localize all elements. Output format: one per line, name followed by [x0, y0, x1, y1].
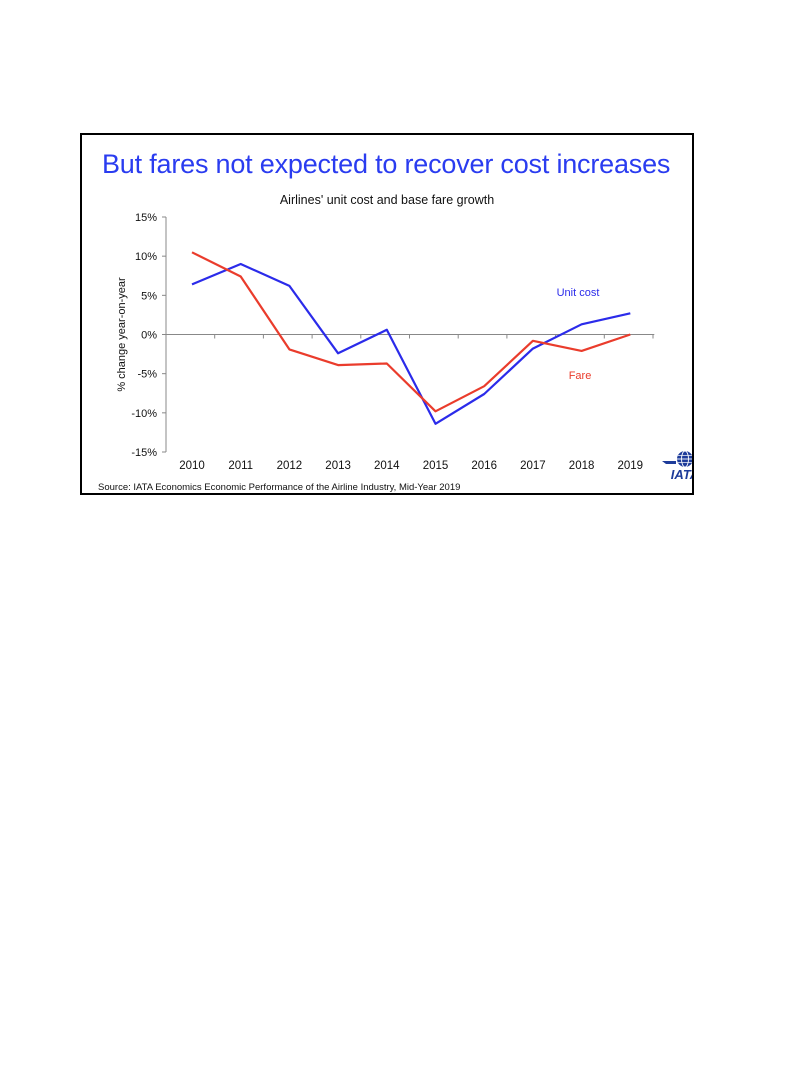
- x-tick-label: 2018: [569, 460, 595, 472]
- series-label-unit-cost: Unit cost: [557, 287, 600, 299]
- logo-left-wing-icon: [662, 461, 676, 464]
- source-note: Source: IATA Economics Economic Performa…: [98, 482, 461, 493]
- y-axis-title: % change year-on-year: [116, 277, 128, 392]
- slide-title: But fares not expected to recover cost i…: [102, 149, 671, 179]
- y-tick-label: -5%: [137, 369, 157, 381]
- x-tick-label: 2010: [179, 460, 205, 472]
- chart-slide: But fares not expected to recover cost i…: [80, 133, 694, 495]
- chart-title: Airlines' unit cost and base fare growth: [280, 193, 494, 207]
- x-tick-label: 2011: [228, 460, 253, 472]
- x-tick-label: 2017: [520, 460, 546, 472]
- x-tick-label: 2014: [374, 460, 400, 472]
- y-tick-label: 15%: [135, 212, 157, 224]
- y-tick-label: 5%: [141, 290, 157, 302]
- y-tick-label: -10%: [131, 408, 157, 420]
- y-tick-label: 0%: [141, 330, 157, 342]
- logo-wordmark: IATA: [671, 467, 692, 482]
- x-tick-label: 2015: [423, 460, 449, 472]
- series-line-fare: [191, 251, 631, 413]
- x-tick-label: 2012: [277, 460, 303, 472]
- series-line-unit-cost: [191, 262, 631, 425]
- series-label-fare: Fare: [569, 370, 592, 382]
- x-tick-label: 2016: [471, 460, 497, 472]
- x-tick-label: 2013: [325, 460, 351, 472]
- x-tick-label: 2019: [618, 460, 644, 472]
- line-chart: Airlines' unit cost and base fare growth…: [116, 193, 692, 482]
- y-tick-label: -15%: [131, 447, 157, 459]
- y-tick-label: 10%: [135, 251, 157, 263]
